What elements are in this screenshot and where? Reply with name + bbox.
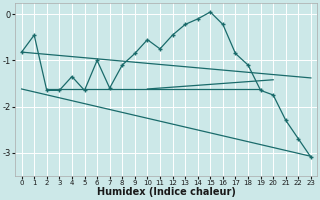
X-axis label: Humidex (Indice chaleur): Humidex (Indice chaleur): [97, 187, 236, 197]
